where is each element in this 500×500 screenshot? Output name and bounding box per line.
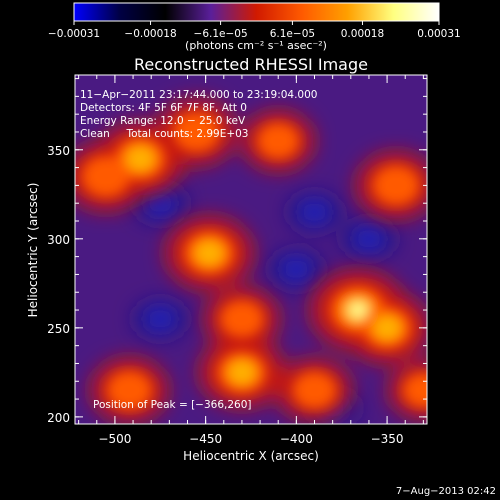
axis-ticks: −500 −450 −400 −350 200 250 300 350 [47, 75, 427, 446]
colorbar-tick-label: 0.00018 [341, 28, 384, 40]
info-time-range: 11−Apr−2011 23:17:44.000 to 23:19:04.000 [80, 89, 317, 101]
colorbar-frame [73, 2, 440, 22]
info-clean-counts: Clean Total counts: 2.99E+03 [80, 128, 249, 140]
info-energy-range: Energy Range: 12.0 − 25.0 keV [80, 115, 246, 127]
colorbar-tick-label: 6.1e−05 [270, 28, 315, 40]
hot-source-bright [372, 315, 402, 341]
x-tick-label: −450 [189, 432, 222, 446]
colorbar [74, 3, 439, 21]
hot-source-mid [292, 371, 337, 409]
heatmap-image [75, 75, 427, 424]
y-tick-label: 300 [47, 233, 70, 247]
x-tick-label: −500 [98, 432, 131, 446]
peak-position-label: Position of Peak = [−366,260] [93, 399, 252, 411]
x-axis-label: Heliocentric X (arcsec) [183, 449, 319, 463]
y-tick-label: 250 [47, 322, 70, 336]
colorbar-tick-label: 0.00031 [417, 28, 460, 40]
x-tick-label: −350 [371, 432, 404, 446]
hot-source-mid [173, 111, 220, 153]
x-tick-label: −400 [280, 432, 313, 446]
chart-title: Reconstructed RHESSI Image [134, 55, 368, 74]
colorbar-tick-label: −0.00031 [48, 28, 100, 40]
cold-spot-core [284, 260, 309, 279]
y-tick-label: 200 [47, 411, 70, 425]
cold-spot-core [356, 229, 381, 248]
footer-date: 7−Aug−2013 02:42 [396, 486, 496, 497]
colorbar-unit-label: (photons cm⁻² s⁻¹ asec⁻²) [185, 39, 327, 52]
hot-source-mid [81, 155, 130, 198]
cold-spot-core [148, 309, 173, 328]
colorbar-ticks: −0.00031 −0.00018 −6.1e−05 6.1e−05 0.00018 0.… [48, 21, 461, 40]
hot-source-mid [220, 300, 264, 338]
colorbar-tick-label: −0.00018 [124, 28, 176, 40]
hot-source-mid [372, 165, 420, 206]
colorbar-tick-label: −6.1e−05 [194, 28, 248, 40]
hot-source-mid [257, 122, 300, 159]
y-tick-label: 350 [47, 144, 70, 158]
cold-spot-core [148, 194, 173, 213]
info-detectors: Detectors: 4F 5F 6F 7F 8F, Att 0 [80, 102, 247, 114]
peak-source [349, 302, 367, 319]
hot-source-bright [125, 145, 155, 172]
core-layer [81, 111, 427, 410]
info-block: 11−Apr−2011 23:17:44.000 to 23:19:04.000… [80, 89, 317, 140]
y-axis-label: Heliocentric Y (arcsec) [26, 183, 40, 318]
cold-spot-core [302, 203, 327, 222]
hot-source-bright [227, 359, 257, 385]
hot-source-mid [403, 372, 427, 408]
plot-frame [74, 74, 428, 425]
hot-source-mid [106, 370, 153, 410]
hot-source-bright [194, 240, 224, 266]
